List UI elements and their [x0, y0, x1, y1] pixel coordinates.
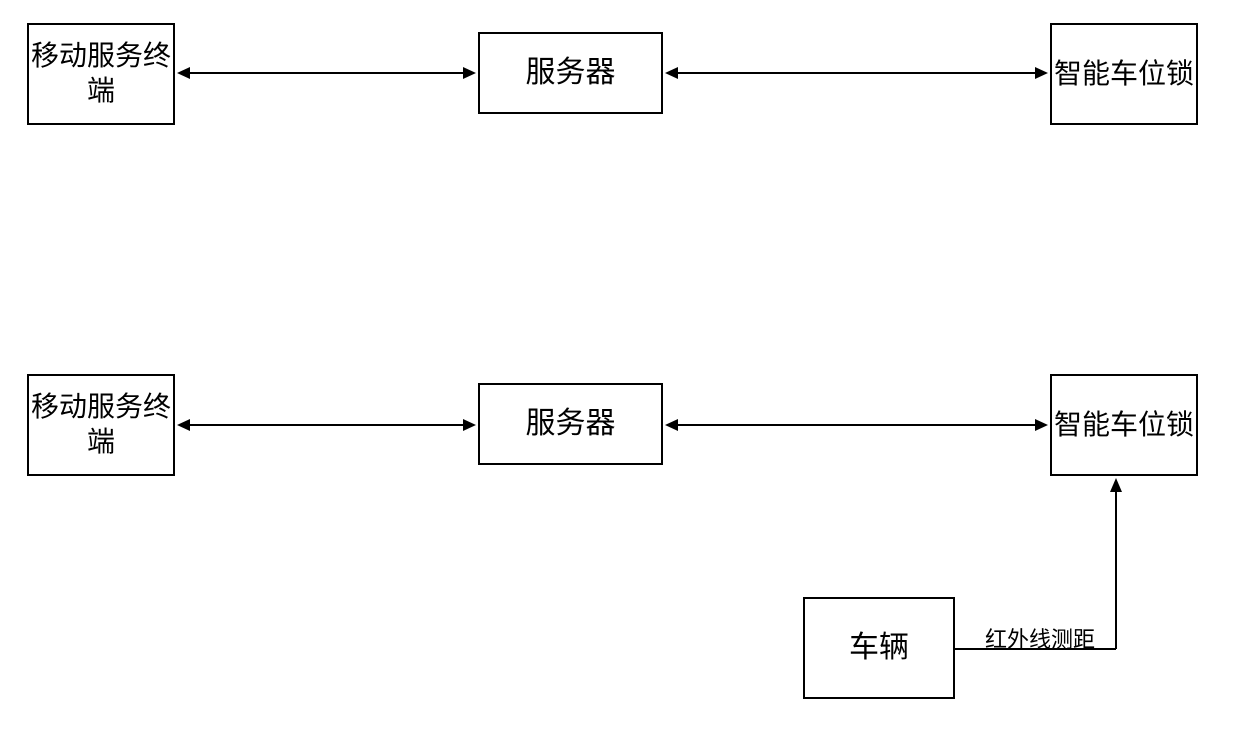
node-mobile-terminal-2: 移动服务终端 — [27, 374, 175, 476]
node-smart-lock-2: 智能车位锁 — [1050, 374, 1198, 476]
node-label: 智能车位锁 — [1054, 57, 1194, 92]
node-server-1: 服务器 — [478, 32, 663, 114]
node-label: 服务器 — [526, 405, 616, 443]
edge-label-text: 红外线测距 — [985, 627, 1095, 652]
node-label: 移动服务终端 — [29, 39, 173, 109]
edge-label-infrared: 红外线测距 — [985, 622, 1095, 654]
node-server-2: 服务器 — [478, 383, 663, 465]
node-mobile-terminal-1: 移动服务终端 — [27, 23, 175, 125]
node-label: 车辆 — [849, 629, 909, 667]
node-label: 移动服务终端 — [29, 390, 173, 460]
node-vehicle: 车辆 — [803, 597, 955, 699]
node-label: 服务器 — [526, 54, 616, 92]
node-smart-lock-1: 智能车位锁 — [1050, 23, 1198, 125]
node-label: 智能车位锁 — [1054, 408, 1194, 443]
